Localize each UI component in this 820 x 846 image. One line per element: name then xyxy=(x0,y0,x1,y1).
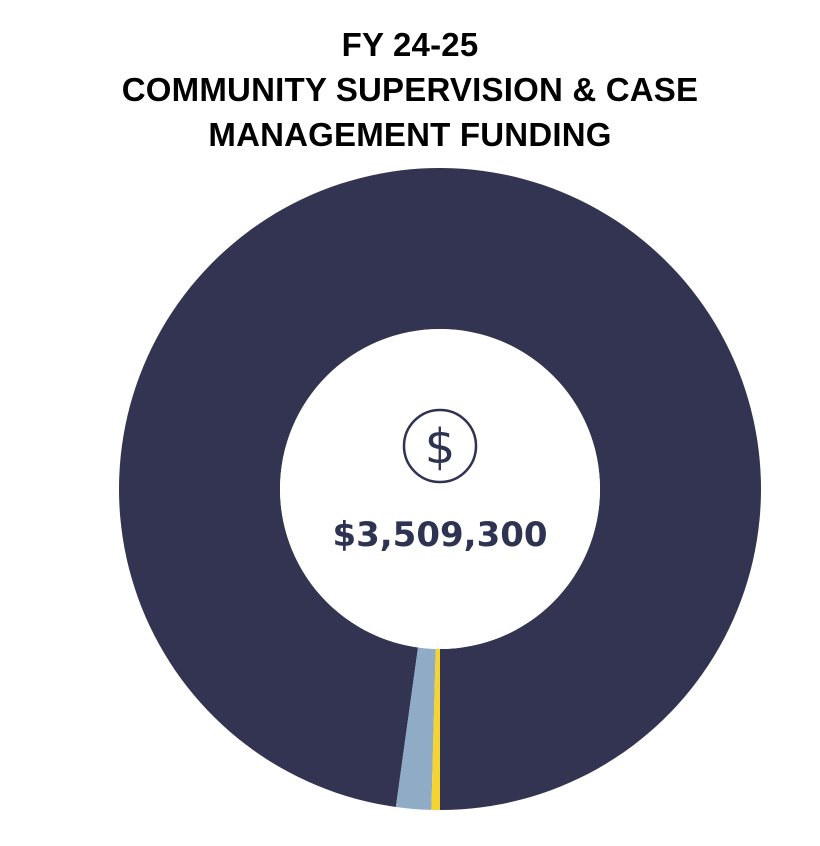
title-line-3: MANAGEMENT FUNDING xyxy=(208,116,612,153)
dollar-circle-icon: $ xyxy=(402,408,478,484)
total-amount: $3,509,300 xyxy=(332,515,547,555)
svg-text:$: $ xyxy=(425,419,456,475)
chart-title: FY 24-25 COMMUNITY SUPERVISION & CASE MA… xyxy=(0,22,820,157)
donut-slice-1 xyxy=(118,167,761,810)
donut-hole xyxy=(280,329,600,649)
donut-slice-2 xyxy=(395,647,436,810)
title-line-1: FY 24-25 xyxy=(341,26,479,63)
title-line-2: COMMUNITY SUPERVISION & CASE xyxy=(121,71,699,108)
donut-slice-3 xyxy=(431,648,440,810)
donut-slices xyxy=(118,167,761,810)
